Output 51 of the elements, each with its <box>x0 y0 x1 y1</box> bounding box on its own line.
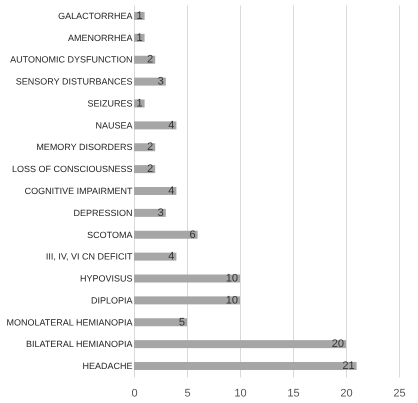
bar <box>134 187 176 195</box>
data-label: 3 <box>158 206 164 219</box>
bar <box>134 340 346 348</box>
data-label: 4 <box>168 250 174 263</box>
data-label: 10 <box>226 272 238 285</box>
data-label: 20 <box>332 338 344 350</box>
data-label: 2 <box>147 141 154 154</box>
bar <box>134 252 176 261</box>
bar <box>134 78 166 86</box>
data-label: 4 <box>168 185 174 197</box>
data-label: 5 <box>178 316 185 328</box>
y-tick-label: NAUSEA <box>95 120 132 130</box>
bar <box>134 230 198 239</box>
x-tick-label: 10 <box>234 388 247 400</box>
x-tick-label: 25 <box>393 388 406 400</box>
bar <box>134 274 240 283</box>
data-label: 10 <box>226 294 238 306</box>
x-tick-label: 15 <box>287 388 300 400</box>
y-tick-label: COGNITIVE IMPAIRMENT <box>24 186 133 196</box>
bar <box>134 318 187 326</box>
bar <box>134 362 357 370</box>
y-tick-label: MEMORY DISORDERS <box>36 142 132 152</box>
data-label: 1 <box>136 97 143 110</box>
bar <box>134 296 240 304</box>
data-label: 1 <box>136 10 143 22</box>
y-tick-label: AMENORRHEA <box>68 32 132 43</box>
data-label: 2 <box>147 54 154 66</box>
data-label: 6 <box>189 228 196 241</box>
data-label: 3 <box>158 76 164 88</box>
bar <box>134 208 166 217</box>
y-tick-label: SENSORY DISTURBANCES <box>16 76 132 87</box>
y-tick-label: GALACTORRHEA <box>58 10 132 21</box>
y-tick-label: HEADACHE <box>82 361 132 372</box>
x-tick-label: 5 <box>184 388 191 400</box>
y-tick-label: III, IV, VI CN DEFICIT <box>46 252 133 262</box>
y-tick-label: LOSS OF CONSCIOUSNESS <box>12 164 132 174</box>
y-tick-label: DIPLOPIA <box>90 295 132 306</box>
y-tick-label: HYPOVISUS <box>80 274 132 284</box>
bar <box>134 121 176 130</box>
data-label: 4 <box>168 119 174 132</box>
y-tick-label: DEPRESSION <box>73 208 132 218</box>
x-tick-label: 20 <box>340 388 353 400</box>
x-tick-label: 0 <box>131 388 138 400</box>
y-tick-label: SCOTOMA <box>87 230 132 240</box>
y-tick-label: BILATERAL HEMIANOPIA <box>26 339 132 350</box>
data-label: 21 <box>342 360 355 372</box>
y-tick-label: MONOLATERAL HEMIANOPIA <box>6 317 132 328</box>
y-tick-label: SEIZURES <box>87 98 132 108</box>
y-tick-label: AUTONOMIC DYSFUNCTION <box>10 54 132 65</box>
data-label: 2 <box>147 163 154 176</box>
data-label: 1 <box>136 32 143 44</box>
